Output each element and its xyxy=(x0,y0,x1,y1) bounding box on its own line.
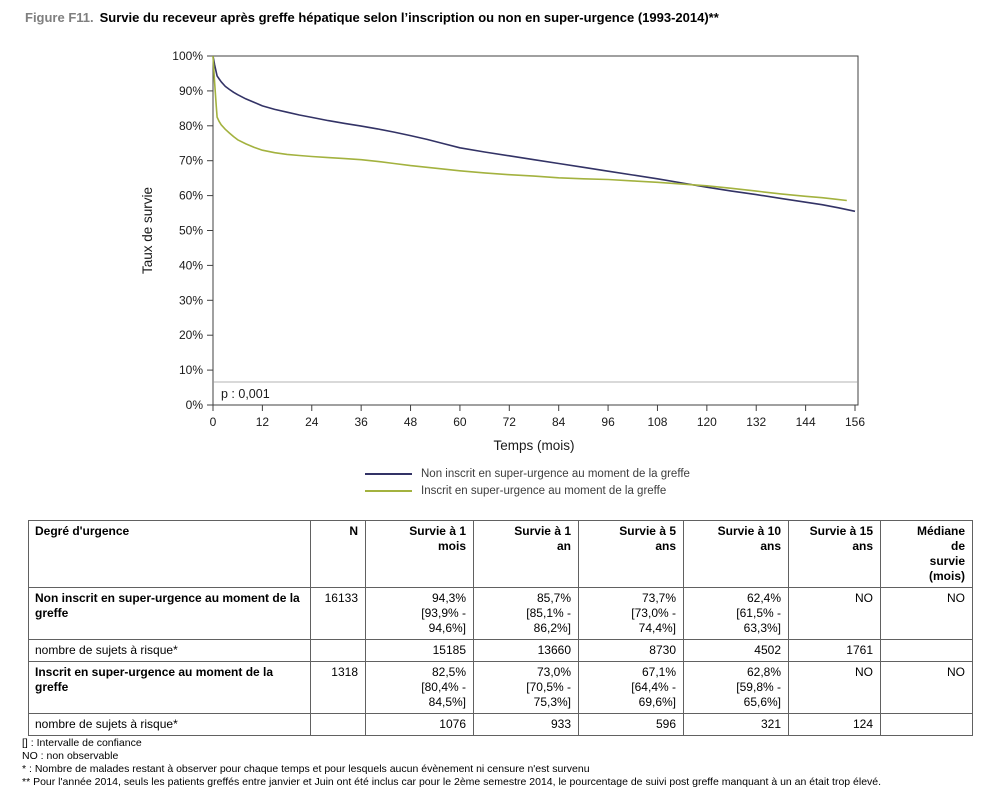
x-tick-label: 120 xyxy=(697,415,717,429)
cell-survie-5-ans: 73,7% [73,0% - 74,4%] xyxy=(578,587,684,640)
col-header-survie-1-an: Survie à 1 an xyxy=(473,520,579,588)
x-tick-label: 12 xyxy=(256,415,270,429)
cell-risque-10-ans: 4502 xyxy=(683,639,789,662)
x-tick-label: 36 xyxy=(354,415,368,429)
legend-line-swatch xyxy=(365,489,412,492)
figure-title-bar: Figure F11. Survie du receveur après gref… xyxy=(25,9,719,26)
y-tick-label: 80% xyxy=(179,119,203,133)
legend-item: Non inscrit en super-urgence au moment d… xyxy=(365,465,690,482)
table-row-sujets-risque: nombre de sujets à risque* 1076 933 596 … xyxy=(28,713,973,736)
cell-survie-1-an: 85,7% [85,1% - 86,2%] xyxy=(473,587,579,640)
cell-risque-1-mois: 15185 xyxy=(365,639,474,662)
cell-n xyxy=(310,713,366,736)
cell-survie-1-mois: 94,3% [93,9% - 94,6%] xyxy=(365,587,474,640)
y-tick-label: 100% xyxy=(172,49,203,63)
cell-risque-1-mois: 1076 xyxy=(365,713,474,736)
footnote-at-risk: * : Nombre de malades restant à observer… xyxy=(22,763,590,775)
table-row-sujets-risque: nombre de sujets à risque* 15185 13660 8… xyxy=(28,639,973,662)
legend-label: Inscrit en super-urgence au moment de la… xyxy=(421,484,667,497)
cell-n: 1318 xyxy=(310,661,366,714)
figure-title: Survie du receveur après greffe hépatiqu… xyxy=(99,10,719,25)
row-label: Non inscrit en super-urgence au moment d… xyxy=(28,587,311,640)
figure-label: Figure F11. xyxy=(25,10,94,25)
cell-survie-10-ans: 62,4% [61,5% - 63,3%] xyxy=(683,587,789,640)
row-label: Inscrit en super-urgence au moment de la… xyxy=(28,661,311,714)
cell-mediane: NO xyxy=(880,661,973,714)
cell-risque-15-ans: 124 xyxy=(788,713,881,736)
y-axis-title: Taux de survie xyxy=(140,187,155,274)
col-header-survie-15-ans: Survie à 15 ans xyxy=(788,520,881,588)
legend-item: Inscrit en super-urgence au moment de la… xyxy=(365,482,690,499)
cell-survie-15-ans: NO xyxy=(788,587,881,640)
col-header-mediane: Médiane de survie (mois) xyxy=(880,520,973,588)
x-tick-label: 72 xyxy=(503,415,517,429)
y-tick-label: 40% xyxy=(179,258,203,272)
x-tick-label: 144 xyxy=(796,415,816,429)
x-tick-label: 24 xyxy=(305,415,319,429)
cell-survie-1-an: 73,0% [70,5% - 75,3%] xyxy=(473,661,579,714)
table-header-row: Degré d'urgence N Survie à 1 mois Survie… xyxy=(28,520,973,588)
cell-risque-5-ans: 596 xyxy=(578,713,684,736)
cell-mediane: NO xyxy=(880,587,973,640)
y-tick-label: 70% xyxy=(179,154,203,168)
survival-chart: 0% 10% 20% 30% 40% 50% 60% 70% 80% 90% 100% 0 12 24 36… xyxy=(140,49,865,453)
col-header-degre-urgence: Degré d'urgence xyxy=(28,520,311,588)
y-tick-label: 20% xyxy=(179,328,203,342)
y-tick-label: 10% xyxy=(179,363,203,377)
x-axis-title: Temps (mois) xyxy=(493,438,574,453)
footnote-confidence-interval: [] : Intervalle de confiance xyxy=(22,737,142,749)
survival-curve-inscrit xyxy=(212,55,847,202)
x-tick-label: 0 xyxy=(210,415,217,429)
legend-label: Non inscrit en super-urgence au moment d… xyxy=(421,467,690,480)
x-tick-label: 156 xyxy=(845,415,865,429)
legend-line-swatch xyxy=(365,472,412,475)
cell-mediane xyxy=(880,713,973,736)
y-tick-label: 60% xyxy=(179,189,203,203)
y-tick-label: 50% xyxy=(179,224,203,238)
y-tick-label: 30% xyxy=(179,293,203,307)
cell-risque-15-ans: 1761 xyxy=(788,639,881,662)
cell-survie-1-mois: 82,5% [80,4% - 84,5%] xyxy=(365,661,474,714)
cell-survie-10-ans: 62,8% [59,8% - 65,6%] xyxy=(683,661,789,714)
col-header-survie-1-mois: Survie à 1 mois xyxy=(365,520,474,588)
x-tick-label: 84 xyxy=(552,415,566,429)
cell-mediane xyxy=(880,639,973,662)
y-tick-label: 90% xyxy=(179,84,203,98)
row-label: nombre de sujets à risque* xyxy=(28,639,311,662)
footnote-no: NO : non observable xyxy=(22,750,119,762)
p-value-label: p : 0,001 xyxy=(221,387,270,401)
cell-risque-1-an: 933 xyxy=(473,713,579,736)
cell-n: 16133 xyxy=(310,587,366,640)
row-label: nombre de sujets à risque* xyxy=(28,713,311,736)
table-row-inscrit: Inscrit en super-urgence au moment de la… xyxy=(28,661,973,714)
survival-chart-svg: 0% 10% 20% 30% 40% 50% 60% 70% 80% 90% 100% 0 12 24 36… xyxy=(140,49,865,453)
x-tick-label: 48 xyxy=(404,415,418,429)
plot-box xyxy=(212,55,859,406)
survival-curve-non-inscrit xyxy=(212,55,856,213)
x-tick-label: 96 xyxy=(601,415,615,429)
cell-risque-10-ans: 321 xyxy=(683,713,789,736)
cell-risque-5-ans: 8730 xyxy=(578,639,684,662)
cell-risque-1-an: 13660 xyxy=(473,639,579,662)
col-header-survie-5-ans: Survie à 5 ans xyxy=(578,520,684,588)
table-row-non-inscrit: Non inscrit en super-urgence au moment d… xyxy=(28,587,973,640)
x-tick-label: 60 xyxy=(453,415,467,429)
survival-table: Degré d'urgence N Survie à 1 mois Survie… xyxy=(28,520,973,736)
x-tick-label: 108 xyxy=(647,415,667,429)
col-header-survie-10-ans: Survie à 10 ans xyxy=(683,520,789,588)
cell-n xyxy=(310,639,366,662)
y-tick-label: 0% xyxy=(186,398,204,412)
chart-legend: Non inscrit en super-urgence au moment d… xyxy=(365,465,690,499)
cell-survie-15-ans: NO xyxy=(788,661,881,714)
x-tick-label: 132 xyxy=(746,415,766,429)
col-header-n: N xyxy=(310,520,366,588)
footnote-2014: ** Pour l'année 2014, seuls les patients… xyxy=(22,776,882,788)
cell-survie-5-ans: 67,1% [64,4% - 69,6%] xyxy=(578,661,684,714)
footnotes: [] : Intervalle de confiance NO : non ob… xyxy=(22,737,881,789)
